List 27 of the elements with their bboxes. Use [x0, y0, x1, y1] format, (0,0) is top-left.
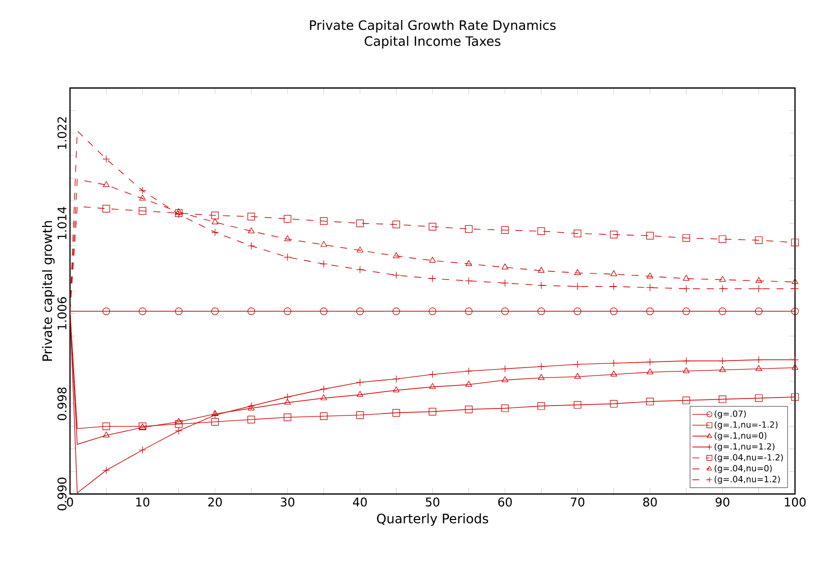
legend-label: (g=.04,nu=0)	[714, 464, 772, 474]
y-tick-label: 0.990	[57, 478, 66, 510]
x-tick-label: 60	[498, 498, 512, 507]
x-tick-label: 90	[716, 498, 730, 507]
legend-label: (g=.07)	[714, 410, 746, 419]
legend-label: (g=.1,nu=1.2)	[714, 443, 774, 452]
x-tick-label: 30	[280, 498, 294, 507]
y-tick-label: 1.022	[57, 117, 66, 149]
x-axis-title: Quarterly Periods	[376, 513, 488, 526]
x-tick-label: 50	[426, 498, 440, 507]
y-axis-title: Private capital growth	[42, 221, 55, 361]
legend-label: (g=.04,nu=-1.2)	[714, 454, 783, 462]
chart-title: Private Capital Growth Rate Dynamics	[310, 20, 556, 33]
y-tick-label: 1.014	[57, 206, 66, 240]
x-tick-label: 0	[66, 498, 74, 507]
x-tick-label: 70	[570, 498, 584, 507]
legend-label: (g=.1,nu=-1.2)	[714, 421, 778, 430]
chart-subtitle: Capital Income Taxes	[364, 36, 500, 48]
y-tick-label: 0.998	[57, 387, 66, 420]
x-tick-label: 80	[643, 498, 657, 507]
legend-label: (g=.1,nu=0)	[714, 432, 766, 440]
x-tick-label: 20	[208, 498, 222, 507]
y-tick-label: 1.006	[57, 297, 66, 330]
x-tick-label: 10	[136, 498, 150, 507]
legend-label: (g=.04,nu=1.2)	[714, 476, 780, 484]
x-tick-label: 40	[352, 498, 367, 507]
x-tick-label: 100	[784, 498, 806, 507]
